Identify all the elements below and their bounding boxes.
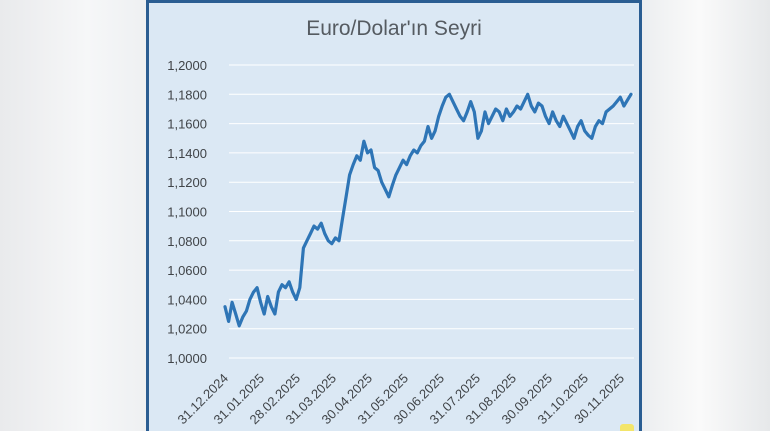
x-axis: 31.12.202431.01.202528.02.202531.03.2025… [174, 371, 627, 428]
y-tick-label: 1,1200 [167, 175, 207, 190]
y-tick-label: 1,2000 [167, 58, 207, 73]
y-tick-label: 1,0200 [167, 322, 207, 337]
y-tick-label: 1,0800 [167, 234, 207, 249]
y-tick-label: 1,0000 [167, 351, 207, 366]
y-tick-label: 1,0400 [167, 292, 207, 307]
y-tick-label: 1,1600 [167, 117, 207, 132]
y-tick-label: 1,1400 [167, 146, 207, 161]
background-left [0, 0, 146, 431]
background-right [642, 0, 770, 431]
grid-layer [229, 64, 634, 359]
chart-title: Euro/Dolar'ın Seyri [306, 17, 482, 40]
corner-mark [620, 424, 634, 431]
chart-svg: 1,0000 1,0200 1,0400 1,0600 1,0800 1,1000 1,12… [167, 58, 634, 428]
y-tick-label: 1,1000 [167, 205, 207, 220]
series-layer [223, 92, 633, 328]
y-tick-label: 1,0600 [167, 263, 207, 278]
series-line-eurusd [223, 92, 633, 328]
chart-card: Euro/Dolar'ın Seyri 1,0000 1,0200 1,0400 1,… [146, 0, 642, 431]
y-axis: 1,0000 1,0200 1,0400 1,0600 1,0800 1,1000 1,12… [167, 58, 207, 366]
y-tick-label: 1,1800 [167, 87, 207, 102]
